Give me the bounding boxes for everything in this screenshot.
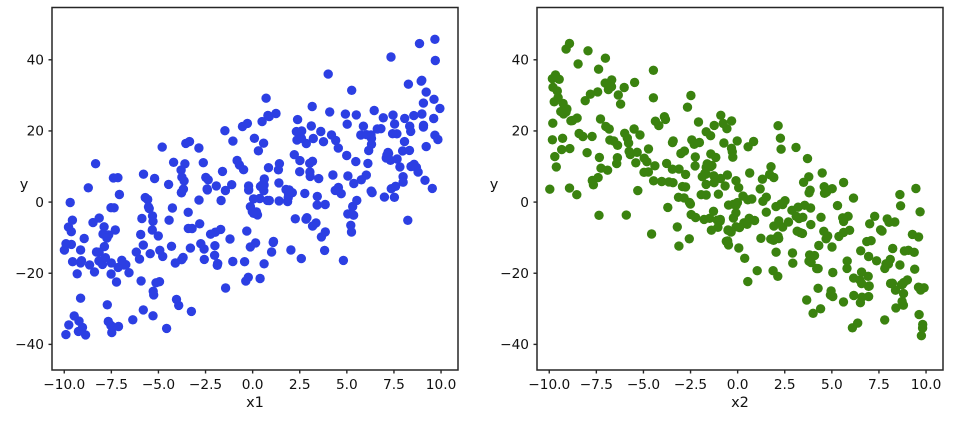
- scatter-points-x1: [59, 34, 445, 340]
- svg-text:7.5: 7.5: [868, 377, 890, 393]
- x-axis-label-x2: x2: [731, 394, 749, 411]
- axes-spines-x1: [51, 6, 459, 371]
- svg-text:7.5: 7.5: [383, 377, 405, 393]
- svg-text:20: 20: [512, 124, 529, 140]
- axis-tick-labels-x1: −10.0 −7.5 −5.0 −2.5 0.0 2.5 5.0 7.5 10.0 −40 −20 0…: [15, 53, 456, 393]
- svg-text:−40: −40: [15, 337, 44, 353]
- svg-text:10.0: 10.0: [426, 377, 456, 393]
- svg-text:−5.0: −5.0: [142, 377, 175, 393]
- svg-text:−40: −40: [500, 337, 529, 353]
- y-axis-label-left: y: [19, 176, 29, 193]
- svg-text:5.0: 5.0: [336, 377, 358, 393]
- svg-text:0.0: 0.0: [242, 377, 264, 393]
- svg-text:0: 0: [35, 195, 44, 211]
- svg-text:2.5: 2.5: [289, 377, 311, 393]
- svg-text:−10.0: −10.0: [43, 377, 85, 393]
- svg-text:2.5: 2.5: [774, 377, 796, 393]
- scatter-points-x2: [545, 38, 929, 341]
- axes-spines-x2: [536, 6, 944, 371]
- svg-text:−2.5: −2.5: [189, 377, 222, 393]
- svg-text:10.0: 10.0: [911, 377, 941, 393]
- svg-text:0.0: 0.0: [727, 377, 749, 393]
- svg-text:−7.5: −7.5: [580, 377, 613, 393]
- axis-tick-labels-x2: −10.0 −7.5 −5.0 −2.5 0.0 2.5 5.0 7.5 10.0 −40 −20 0…: [500, 53, 941, 393]
- svg-text:5.0: 5.0: [821, 377, 843, 393]
- svg-text:−20: −20: [500, 266, 529, 282]
- svg-text:20: 20: [27, 124, 44, 140]
- subplot-x1: −10.0 −7.5 −5.0 −2.5 0.0 2.5 5.0 7.5 10.0 −40 −20 0…: [15, 6, 459, 393]
- svg-text:−5.0: −5.0: [627, 377, 660, 393]
- svg-text:0: 0: [520, 195, 529, 211]
- x-axis-label-x1: x1: [246, 394, 264, 411]
- svg-text:−7.5: −7.5: [95, 377, 128, 393]
- svg-text:−2.5: −2.5: [674, 377, 707, 393]
- svg-text:−20: −20: [15, 266, 44, 282]
- svg-text:40: 40: [27, 53, 44, 69]
- svg-text:40: 40: [512, 53, 529, 69]
- subplot-x2: −10.0 −7.5 −5.0 −2.5 0.0 2.5 5.0 7.5 10.0 −40 −20 0…: [500, 6, 944, 393]
- y-axis-label-right: y: [489, 176, 499, 193]
- svg-text:−10.0: −10.0: [528, 377, 570, 393]
